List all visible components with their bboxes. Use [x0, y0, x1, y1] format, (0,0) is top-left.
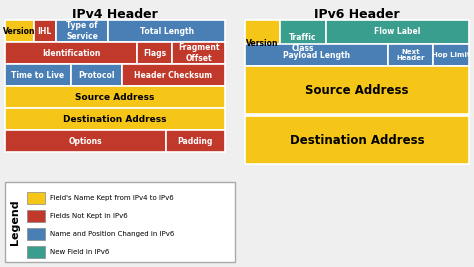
Bar — [245, 116, 469, 164]
Text: Legend: Legend — [10, 199, 20, 245]
Text: New Field in IPv6: New Field in IPv6 — [50, 249, 109, 255]
Text: IPv6 Header: IPv6 Header — [314, 7, 400, 21]
Bar — [5, 108, 225, 130]
Bar — [5, 86, 225, 108]
Text: Flags: Flags — [143, 49, 166, 57]
Bar — [137, 42, 172, 64]
Bar — [245, 66, 469, 114]
Bar — [5, 182, 235, 262]
Text: Type of
Service: Type of Service — [66, 21, 98, 41]
Text: Destination Address: Destination Address — [290, 134, 424, 147]
Text: Version: Version — [246, 38, 279, 48]
Text: Source Address: Source Address — [305, 84, 409, 96]
Bar — [122, 64, 225, 86]
Text: Identification: Identification — [42, 49, 100, 57]
Text: Time to Live: Time to Live — [11, 70, 64, 80]
Text: Flow Label: Flow Label — [374, 28, 420, 37]
Bar — [388, 44, 433, 66]
Bar — [27, 228, 45, 240]
Bar — [245, 20, 280, 66]
Text: Hop Limit: Hop Limit — [432, 52, 470, 58]
Bar — [5, 20, 34, 42]
Text: Version: Version — [3, 26, 36, 36]
Bar — [326, 20, 469, 44]
Text: Header Checksum: Header Checksum — [134, 70, 212, 80]
Bar — [71, 64, 122, 86]
Text: Protocol: Protocol — [78, 70, 115, 80]
Text: Next
Header: Next Header — [397, 49, 425, 61]
Bar — [27, 210, 45, 222]
Bar — [5, 130, 165, 152]
Bar — [55, 20, 109, 42]
Text: IPv4 Header: IPv4 Header — [72, 7, 158, 21]
Bar — [34, 20, 55, 42]
Text: Source Address: Source Address — [75, 92, 155, 101]
Text: Traffic
Class: Traffic Class — [289, 33, 317, 53]
Text: IHL: IHL — [37, 26, 52, 36]
Text: Total Length: Total Length — [140, 26, 194, 36]
Bar — [27, 192, 45, 204]
Text: Options: Options — [68, 136, 102, 146]
Bar — [5, 64, 71, 86]
Bar — [27, 246, 45, 258]
Text: Fragment
Offset: Fragment Offset — [178, 43, 219, 63]
Bar — [5, 42, 137, 64]
Text: Name and Position Changed in IPv6: Name and Position Changed in IPv6 — [50, 231, 174, 237]
Bar — [433, 44, 469, 66]
Bar — [280, 20, 326, 66]
Bar — [165, 130, 225, 152]
Text: Destination Address: Destination Address — [63, 115, 167, 124]
Text: Field's Name Kept from IPv4 to IPv6: Field's Name Kept from IPv4 to IPv6 — [50, 195, 174, 201]
Text: Padding: Padding — [178, 136, 213, 146]
Bar — [109, 20, 225, 42]
Text: Fields Not Kept in IPv6: Fields Not Kept in IPv6 — [50, 213, 128, 219]
Text: Payload Length: Payload Length — [283, 50, 350, 60]
Bar — [245, 44, 388, 66]
Bar — [172, 42, 225, 64]
